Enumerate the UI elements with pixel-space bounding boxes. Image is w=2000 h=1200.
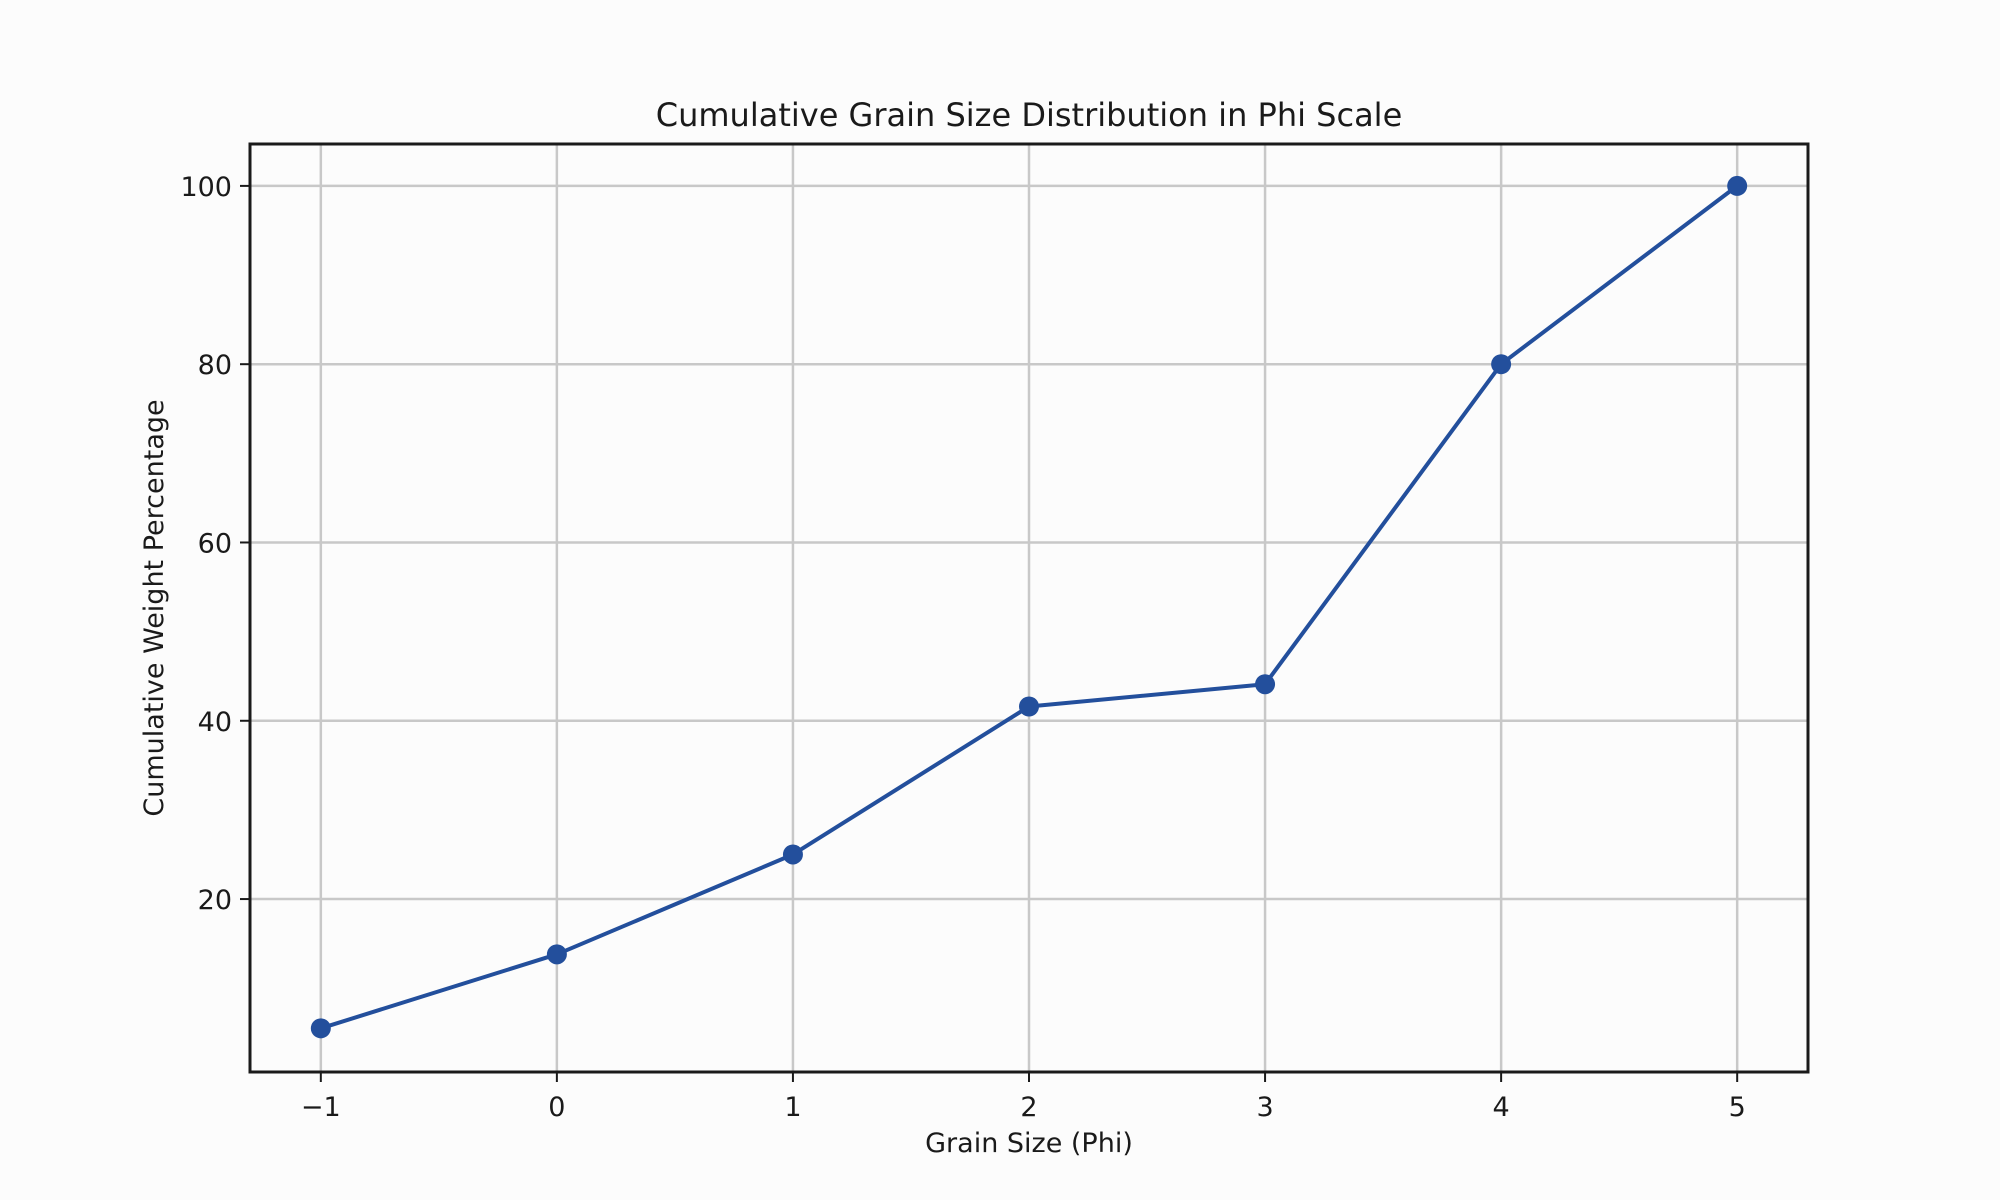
data-point — [1727, 175, 1748, 196]
x-tick-label: 5 — [1729, 1092, 1746, 1123]
x-tick-label: 1 — [784, 1092, 801, 1123]
y-tick-label: 60 — [198, 528, 232, 559]
x-tick-label: −1 — [301, 1092, 341, 1123]
data-point — [1491, 354, 1512, 375]
y-tick-label: 80 — [198, 350, 232, 381]
data-point — [1255, 674, 1276, 695]
data-point — [1019, 696, 1039, 717]
x-tick-label: 3 — [1256, 1092, 1273, 1123]
y-tick-label: 40 — [198, 707, 232, 738]
chart-title: Cumulative Grain Size Distribution in Ph… — [656, 96, 1403, 134]
y-tick-label: 20 — [198, 885, 232, 916]
x-tick-label: 0 — [548, 1092, 565, 1123]
x-tick-label: 2 — [1020, 1092, 1037, 1123]
grid — [250, 144, 1808, 1072]
data-point — [546, 944, 567, 965]
axis-ticks: −1 0 1 2 3 4 5 20 40 60 80 100 — [180, 172, 1745, 1123]
data-point — [310, 1018, 331, 1039]
x-tick-label: 4 — [1493, 1092, 1510, 1123]
series-layer — [310, 175, 1748, 1039]
data-point — [782, 844, 803, 865]
y-axis-label: Cumulative Weight Percentage — [139, 399, 170, 816]
y-tick-label: 100 — [180, 172, 232, 203]
x-axis-label: Grain Size (Phi) — [925, 1128, 1133, 1159]
